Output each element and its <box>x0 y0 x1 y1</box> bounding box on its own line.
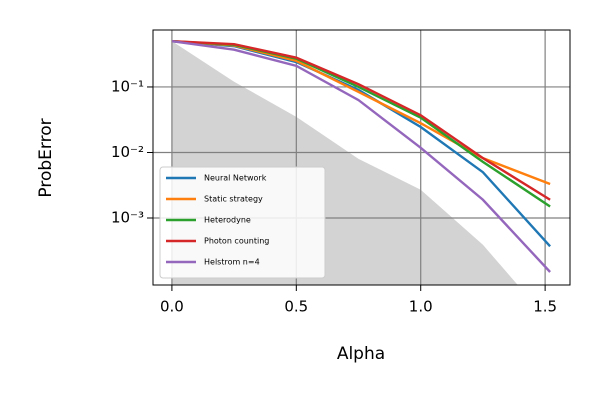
y-tick-label: 10⁻² <box>111 143 144 161</box>
x-tick-label: 1.5 <box>533 298 557 316</box>
legend-label: Photon counting <box>204 237 269 246</box>
y-axis-label: ProbError <box>36 118 56 197</box>
x-axis-label: Alpha <box>337 344 385 364</box>
line <box>171 39 551 201</box>
y-tick-label: 10⁻¹ <box>111 77 144 95</box>
legend-label: Static strategy <box>204 195 263 204</box>
y-tick-label: 10⁻³ <box>111 209 144 227</box>
legend-label: Heterodyne <box>204 216 251 225</box>
legend-box <box>159 166 326 279</box>
legend-label: Neural Network <box>204 174 267 183</box>
x-tick-label: 0.5 <box>284 298 308 316</box>
x-tick-label: 0.0 <box>160 298 184 316</box>
legend-label: Helstrom n=4 <box>204 258 260 267</box>
line <box>171 39 551 273</box>
axes-frame <box>152 29 571 286</box>
x-tick-label: 1.0 <box>409 298 433 316</box>
